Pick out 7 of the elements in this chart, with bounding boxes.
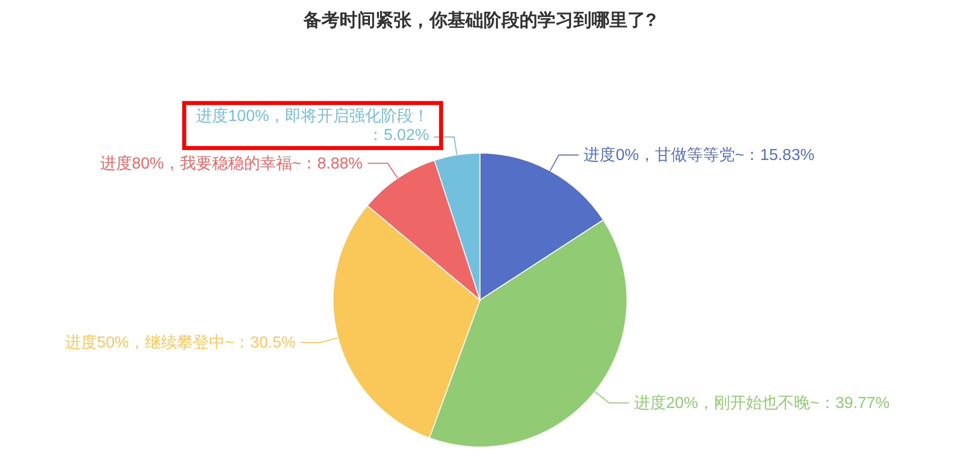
chart-title: 备考时间紧张，你基础阶段的学习到哪里了? [302, 10, 656, 30]
slice-label: 进度80%，我要稳稳的幸福~：8.88% [100, 154, 363, 172]
slice-label: 进度0%，甘做等等党~：15.83% [584, 146, 814, 164]
slice-label: 进度50%，继续攀登中~：30.5% [64, 334, 296, 352]
slice-label: 进度20%，刚开始也不晚~：39.77% [634, 394, 890, 412]
data-label: ：5.02% [368, 127, 430, 144]
slice-label: 进度100%，即将开启强化阶段！ [196, 107, 430, 126]
